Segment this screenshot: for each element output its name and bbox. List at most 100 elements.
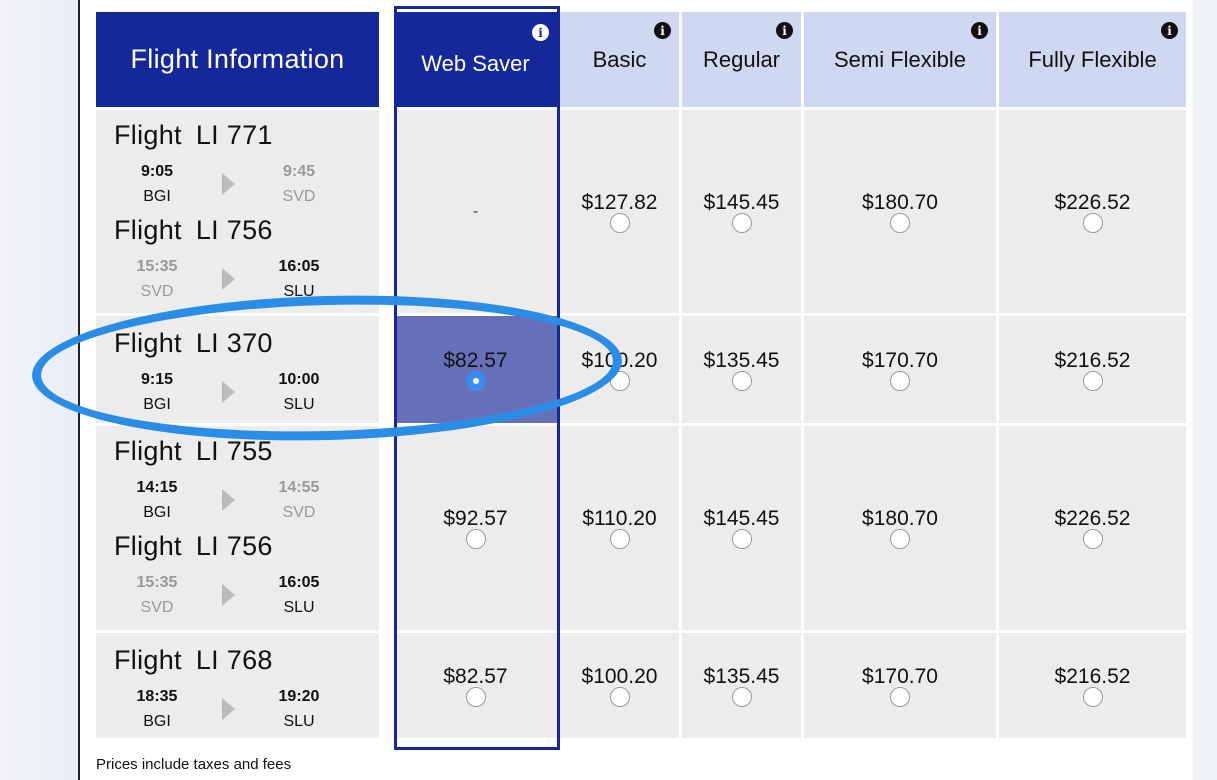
flight-segment: Flight LI 756 15:35 16:05 SVD SLU — [114, 531, 379, 620]
price-label: $82.57 — [443, 348, 508, 372]
fare-radio[interactable] — [731, 529, 752, 549]
fare-radio[interactable] — [890, 686, 910, 707]
departure-airport: BGI — [143, 504, 171, 521]
info-icon[interactable]: i — [1161, 22, 1178, 39]
info-icon[interactable]: i — [532, 24, 549, 41]
fare-radio[interactable] — [465, 686, 486, 707]
flight-info-cell: Flight LI 755 14:15 14:55 BGI SVD Flight L… — [96, 426, 382, 633]
flight-number: LI 370 — [195, 328, 273, 358]
fare-radio[interactable] — [1082, 370, 1103, 391]
fare-radio[interactable] — [731, 212, 752, 233]
price-unavailable: - — [472, 202, 479, 220]
departure-airport: BGI — [143, 713, 171, 730]
page-background-right — [1193, 0, 1217, 780]
departure-airport: SVD — [140, 283, 174, 300]
flight-label: Flight — [114, 645, 182, 675]
fare-cell-basic[interactable]: $127.82 — [560, 110, 682, 316]
fare-cell-fully-flexible[interactable]: $216.52 — [999, 633, 1189, 741]
flight-label: Flight — [114, 215, 182, 245]
price-label: $135.45 — [703, 664, 780, 688]
fare-cell-basic[interactable]: $100.20 — [560, 316, 682, 426]
arrival-airport: SLU — [283, 713, 315, 730]
play-arrow-icon — [200, 570, 256, 620]
fare-cell-regular[interactable]: $135.45 — [682, 633, 804, 741]
price-label: $180.70 — [862, 190, 938, 214]
price-label: $92.57 — [443, 507, 508, 530]
info-icon[interactable]: i — [776, 22, 793, 39]
column-gap — [382, 12, 394, 110]
fare-radio[interactable] — [1082, 212, 1103, 233]
fare-cell-semi-flexible[interactable]: $170.70 — [804, 633, 999, 741]
flight-segment: Flight LI 771 9:05 9:45 BGI SVD — [114, 120, 379, 209]
fare-radio[interactable] — [731, 686, 752, 707]
fare-cell-fully-flexible[interactable]: $226.52 — [999, 426, 1189, 633]
fare-header-basic: Basic i — [560, 12, 682, 110]
play-arrow-icon — [200, 367, 256, 417]
price-label: $127.82 — [581, 190, 658, 214]
departure-time: 18:35 — [136, 688, 178, 705]
flight-segment: Flight LI 756 15:35 16:05 SVD SLU — [114, 215, 379, 304]
price-label: $110.20 — [582, 507, 657, 530]
info-icon[interactable]: i — [654, 22, 671, 39]
fare-radio[interactable] — [609, 686, 630, 707]
page-background-left — [0, 0, 78, 780]
flight-label: Flight — [114, 328, 182, 358]
departure-time: 14:15 — [136, 479, 178, 496]
fare-radio[interactable] — [890, 212, 910, 233]
flight-number: LI 756 — [195, 215, 273, 245]
arrival-time: 16:05 — [278, 574, 320, 591]
price-label: $216.52 — [1054, 348, 1131, 372]
fare-radio[interactable] — [1082, 529, 1103, 549]
departure-airport: SVD — [140, 599, 174, 616]
info-icon[interactable]: i — [971, 22, 988, 39]
flight-number: LI 756 — [195, 531, 273, 561]
price-footnote: Prices include taxes and fees — [96, 756, 292, 773]
fare-radio[interactable] — [609, 529, 630, 549]
fare-cell-regular[interactable]: $145.45 — [682, 426, 804, 633]
fare-cell-semi-flexible[interactable]: $180.70 — [804, 426, 999, 633]
price-label: $170.70 — [862, 348, 938, 372]
fare-radio[interactable] — [609, 370, 630, 391]
fare-cell-basic[interactable]: $100.20 — [560, 633, 682, 741]
fare-header-semi-flexible: Semi Flexible i — [804, 12, 999, 110]
fare-cell-regular[interactable]: $145.45 — [682, 110, 804, 316]
fare-cell-regular[interactable]: $135.45 — [682, 316, 804, 426]
price-label: $100.20 — [581, 664, 658, 688]
fare-radio[interactable] — [890, 529, 910, 549]
arrival-airport: SLU — [283, 283, 315, 300]
fare-radio[interactable] — [890, 370, 910, 391]
flight-number: LI 771 — [195, 120, 273, 150]
fare-radio[interactable] — [1082, 686, 1103, 707]
fare-cell-basic[interactable]: $110.20 — [560, 426, 682, 633]
fare-radio[interactable] — [609, 212, 630, 233]
fare-cell-web-saver: - — [394, 110, 560, 316]
departure-time: 15:35 — [136, 258, 178, 275]
fare-cell-fully-flexible[interactable]: $216.52 — [999, 316, 1189, 426]
column-gap — [382, 316, 394, 426]
column-gap — [382, 426, 394, 633]
arrival-time: 16:05 — [278, 258, 320, 275]
fare-radio[interactable] — [465, 529, 486, 549]
flight-label: Flight — [114, 436, 182, 466]
fare-cell-semi-flexible[interactable]: $180.70 — [804, 110, 999, 316]
flight-information-header: Flight Information — [96, 12, 382, 110]
play-arrow-icon — [200, 684, 256, 734]
arrival-time: 10:00 — [278, 371, 320, 388]
fare-cell-web-saver[interactable]: $82.57 — [394, 633, 560, 741]
fare-header-web-saver: Web Saver i — [394, 12, 560, 110]
fare-radio-selected[interactable] — [465, 370, 486, 391]
departure-time: 15:35 — [136, 574, 178, 591]
price-label: $145.45 — [703, 507, 780, 530]
fare-cell-web-saver[interactable]: $82.57 — [394, 316, 560, 426]
fare-cell-fully-flexible[interactable]: $226.52 — [999, 110, 1189, 316]
price-label: $170.70 — [862, 664, 938, 688]
fare-table: Flight Information Web Saver i Basic i R… — [96, 6, 1189, 750]
fare-cell-web-saver[interactable]: $92.57 — [394, 426, 560, 633]
price-label: $82.57 — [443, 664, 508, 688]
price-label: $216.52 — [1054, 664, 1131, 688]
flight-segment: Flight LI 755 14:15 14:55 BGI SVD — [114, 436, 379, 525]
play-arrow-icon — [200, 254, 256, 304]
fare-cell-semi-flexible[interactable]: $170.70 — [804, 316, 999, 426]
fare-radio[interactable] — [731, 370, 752, 391]
departure-airport: BGI — [143, 396, 171, 413]
